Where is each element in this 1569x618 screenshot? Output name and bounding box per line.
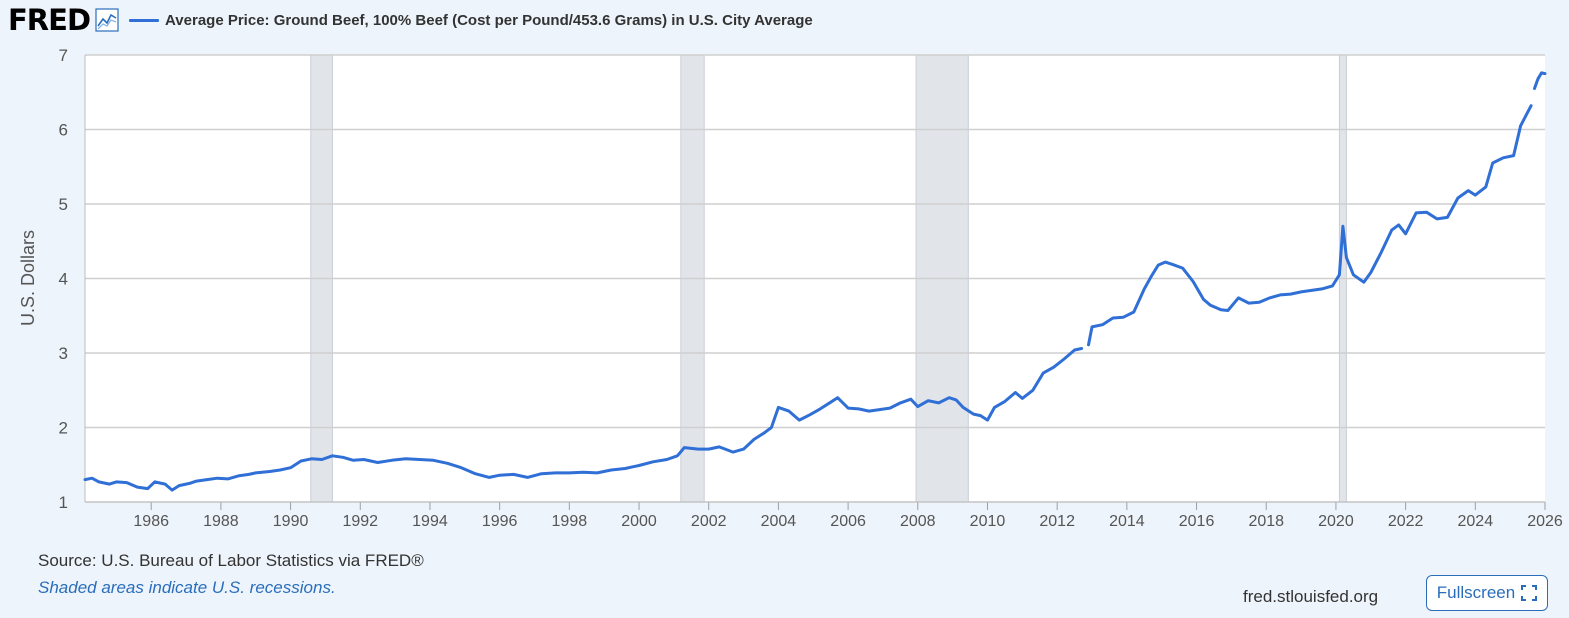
x-tick-label: 2006 bbox=[830, 513, 866, 530]
y-axis-label: U.S. Dollars bbox=[18, 230, 38, 326]
x-tick-label: 1994 bbox=[412, 513, 448, 530]
legend-line-swatch bbox=[129, 18, 160, 22]
x-tick-label: 2018 bbox=[1248, 513, 1284, 530]
y-tick-label: 5 bbox=[59, 195, 68, 214]
chart-title: Average Price: Ground Beef, 100% Beef (C… bbox=[165, 11, 813, 29]
x-tick-label: 2000 bbox=[621, 513, 657, 530]
fullscreen-label: Fullscreen bbox=[1436, 583, 1516, 602]
y-tick-label: 6 bbox=[59, 121, 68, 140]
x-tick-label: 1990 bbox=[273, 513, 309, 530]
x-tick-label: 2002 bbox=[691, 513, 727, 530]
x-tick-label: 2004 bbox=[761, 513, 797, 530]
recession-note: Shaded areas indicate U.S. recessions. bbox=[38, 578, 336, 597]
y-tick-label: 1 bbox=[59, 493, 68, 512]
y-tick-label: 4 bbox=[59, 270, 68, 289]
x-tick-label: 2022 bbox=[1388, 513, 1424, 530]
x-tick-label: 2012 bbox=[1039, 513, 1075, 530]
x-tick-label: 1996 bbox=[482, 513, 518, 530]
series-line-segment-1[interactable] bbox=[1087, 104, 1533, 347]
x-tick-label: 2008 bbox=[900, 513, 936, 530]
source-note: Source: U.S. Bureau of Labor Statistics … bbox=[38, 551, 424, 570]
y-tick-label: 3 bbox=[59, 344, 68, 363]
x-tick-label: 2020 bbox=[1318, 513, 1354, 530]
line-chart: 1 2 3 4 5 6 7 1986 1988 1990 1992 1994 1996 1998 2000 2… bbox=[18, 46, 1563, 530]
x-tick-label: 2014 bbox=[1109, 513, 1145, 530]
x-tick-label: 2010 bbox=[970, 513, 1006, 530]
graph-icon bbox=[95, 8, 119, 32]
x-tick-label: 1998 bbox=[552, 513, 588, 530]
data-series bbox=[83, 71, 1547, 492]
x-tick-label: 1986 bbox=[133, 513, 169, 530]
site-url[interactable]: fred.stlouisfed.org bbox=[1243, 587, 1379, 606]
chart-header: FRED Average Price: Ground Beef, 100% Be… bbox=[8, 4, 813, 36]
x-tick-label: 2026 bbox=[1527, 513, 1563, 530]
y-tick-label: 2 bbox=[59, 419, 68, 438]
fullscreen-icon bbox=[1521, 585, 1538, 601]
axes: 1 2 3 4 5 6 7 1986 1988 1990 1992 1994 1996 1998 2000 2… bbox=[59, 46, 1563, 530]
x-tick-label: 2024 bbox=[1458, 513, 1494, 530]
x-tick-label: 1992 bbox=[342, 513, 378, 530]
x-tick-label: 1988 bbox=[203, 513, 239, 530]
series-line-segment-0[interactable] bbox=[83, 347, 1084, 492]
y-tick-label: 7 bbox=[59, 46, 68, 65]
fullscreen-button[interactable]: Fullscreen bbox=[1426, 575, 1548, 611]
fred-logo[interactable]: FRED bbox=[8, 3, 91, 37]
grid-lines bbox=[85, 54, 1545, 503]
x-tick-label: 2016 bbox=[1179, 513, 1215, 530]
series-line-segment-2[interactable] bbox=[1533, 71, 1547, 90]
